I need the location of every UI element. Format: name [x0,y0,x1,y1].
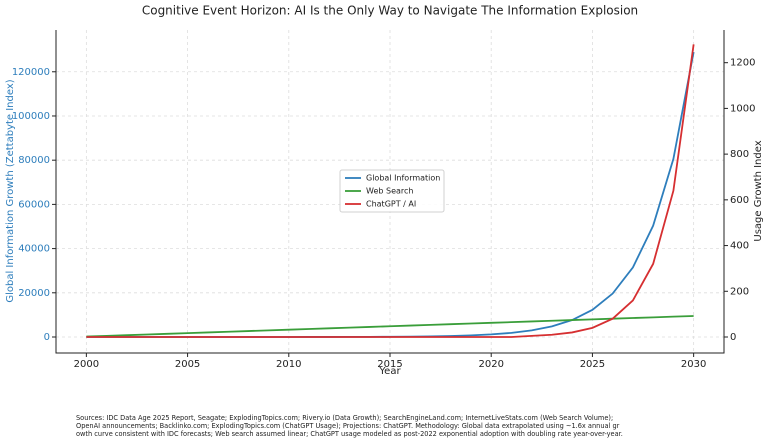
footnote: Sources: IDC Data Age 2025 Report, Seaga… [76,414,613,422]
x-axis-label: Year [378,366,401,377]
y-tick-label: 80000 [18,155,50,166]
footnote: owth curve consistent with IDC forecasts… [76,430,623,438]
y-tick-label: 100000 [12,111,50,122]
y2-tick-label: 800 [730,149,749,160]
y2-tick-label: 0 [730,332,736,343]
y-tick-label: 60000 [18,199,50,210]
axes-frame [55,30,725,354]
y-axis-label: Global Information Growth (Zettabyte Ind… [5,79,16,302]
x-tick-label: 2005 [175,359,200,370]
x-tick-label: 2030 [681,359,706,370]
y-tick-label: 120000 [12,67,50,78]
y2-axis-label: Usage Growth Index [753,140,764,241]
y2-tick-label: 1200 [730,58,755,69]
legend-label: Web Search [366,187,413,196]
x-tick-label: 2020 [478,359,503,370]
x-tick-label: 2015 [377,359,402,370]
y-tick-label: 20000 [18,288,50,299]
y2-tick-label: 600 [730,195,749,206]
x-tick-label: 2000 [74,359,99,370]
series-line [86,44,695,338]
x-tick-label: 2010 [276,359,301,370]
x-tick-label: 2025 [580,359,605,370]
y2-tick-label: 400 [730,241,749,252]
y2-tick-label: 1000 [730,103,755,114]
y-tick-label: 0 [44,332,50,343]
legend-label: Global Information [366,174,440,183]
series-line [86,315,694,338]
footnote: OpenAI announcements; Backlinko.com; Exp… [76,422,620,430]
chart-title: Cognitive Event Horizon: AI Is the Only … [142,4,638,18]
y-tick-label: 40000 [18,244,50,255]
y2-tick-label: 200 [730,286,749,297]
legend-label: ChatGPT / AI [366,200,416,209]
legend-box [339,169,445,213]
